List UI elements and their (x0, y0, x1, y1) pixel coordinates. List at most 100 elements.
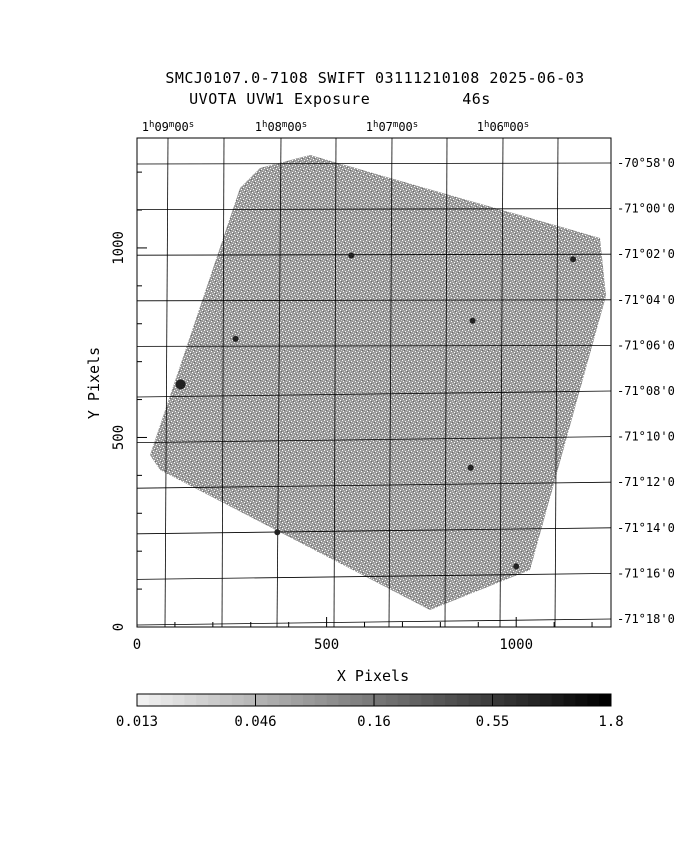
colorbar-step (172, 694, 185, 706)
dec-grid-line (136, 390, 612, 398)
exposure-footprint (150, 155, 606, 610)
dec-grid-line (136, 208, 612, 211)
colorbar-step (243, 694, 256, 706)
colorbar-step (279, 694, 292, 706)
dec-grid-line (136, 618, 612, 626)
dec-label: -71°04'0 (617, 293, 675, 307)
source-point (175, 379, 186, 390)
bright-sources (175, 252, 577, 570)
colorbar-step (456, 694, 470, 706)
x-tick-label: 0 (133, 637, 141, 653)
source-point (570, 256, 577, 263)
ra-label: 1h09m00s (142, 120, 194, 134)
dec-grid-line (136, 436, 612, 443)
chart-title-line1: SMCJ0107.0-7108 SWIFT 03111210108 2025-0… (165, 69, 585, 87)
ra-grid-line (499, 137, 504, 628)
ra-label: 1h07m00s (366, 120, 418, 134)
dec-grid-line (136, 253, 612, 256)
source-point (232, 335, 239, 342)
ra-grid-line (333, 137, 337, 628)
colorbar-step (137, 694, 150, 706)
colorbar-step (362, 694, 375, 706)
colorbar-step (480, 694, 493, 706)
colorbar-step (208, 694, 221, 706)
source-point (348, 252, 355, 259)
colorbar-step (338, 694, 351, 706)
source-point (274, 529, 281, 536)
colorbar-label: 1.8 (598, 714, 623, 730)
x-axis-label: X Pixels (337, 667, 409, 685)
dec-axis-labels: -70°58'0 -71°00'0 -71°02'0 -71°04'0 -71°06'0… (617, 156, 675, 626)
colorbar-step (409, 694, 422, 706)
ra-grid-line (221, 137, 225, 628)
dec-label: -71°02'0 (617, 247, 675, 261)
ra-grid-line (276, 137, 282, 628)
colorbar (136, 693, 612, 707)
coordinate-grid (136, 137, 612, 628)
dec-grid-line (136, 344, 612, 347)
colorbar-label: 0.046 (234, 714, 276, 730)
ra-axis-labels: 1h09m00s 1h08m00s 1h07m00s 1h06m00s (142, 120, 529, 134)
colorbar-step (599, 694, 612, 706)
colorbar-step (421, 694, 434, 706)
colorbar-step (433, 694, 446, 706)
dec-grid-line (136, 573, 612, 580)
x-axis-ticks: 0 500 1000 (133, 617, 593, 653)
dec-grid-line (136, 481, 612, 489)
source-point (467, 464, 474, 471)
ra-grid-line (388, 137, 393, 628)
chart-title-line2: UVOTA UVW1 Exposure 46s (0, 91, 680, 108)
colorbar-step (551, 694, 565, 706)
y-axis-label: Y Pixels (85, 347, 103, 419)
source-point (513, 563, 520, 570)
colorbar-step (587, 694, 600, 706)
colorbar-labels: 0.013 0.046 0.16 0.55 1.8 (116, 694, 624, 730)
source-point (469, 317, 476, 324)
colorbar-step (563, 694, 576, 706)
ra-grid-line (554, 137, 559, 628)
colorbar-step (528, 694, 541, 706)
y-tick-label: 1000 (111, 231, 127, 265)
ra-grid-line (444, 137, 448, 628)
colorbar-step (160, 694, 174, 706)
colorbar-step (184, 694, 197, 706)
exposure-time: 46s (462, 90, 491, 108)
ra-grid-line (164, 137, 169, 628)
colorbar-step (374, 694, 387, 706)
dec-label: -71°18'0 (617, 612, 675, 626)
dec-label: -70°58'0 (617, 156, 675, 170)
dec-label: -71°08'0 (617, 384, 675, 398)
colorbar-step (492, 694, 505, 706)
dec-label: -71°14'0 (617, 521, 675, 535)
colorbar-step (516, 694, 529, 706)
y-tick-label: 0 (111, 623, 127, 631)
dec-label: -71°10'0 (617, 430, 675, 444)
y-tick-label: 500 (111, 425, 127, 450)
colorbar-label: 0.55 (476, 714, 510, 730)
dec-label: -71°06'0 (617, 338, 675, 352)
dec-grid-line (136, 299, 612, 302)
colorbar-step (302, 694, 316, 706)
y-axis-ticks: 0 500 1000 (111, 171, 147, 631)
colorbar-step (397, 694, 411, 706)
colorbar-step (231, 694, 245, 706)
colorbar-step (468, 694, 482, 706)
colorbar-step (291, 694, 304, 706)
colorbar-step (504, 694, 517, 706)
colorbar-label: 0.013 (116, 714, 158, 730)
colorbar-step (445, 694, 458, 706)
ra-label: 1h08m00s (255, 120, 307, 134)
x-tick-label: 1000 (499, 637, 533, 653)
dec-grid-line (136, 527, 612, 535)
colorbar-step (148, 694, 162, 706)
plot-frame (136, 137, 612, 628)
dec-label: -71°12'0 (617, 475, 675, 489)
dec-label: -71°16'0 (617, 566, 675, 580)
colorbar-step (539, 694, 553, 706)
colorbar-step (267, 694, 280, 706)
colorbar-step (350, 694, 363, 706)
colorbar-step (196, 694, 209, 706)
colorbar-step (575, 694, 588, 706)
x-tick-label: 500 (314, 637, 339, 653)
